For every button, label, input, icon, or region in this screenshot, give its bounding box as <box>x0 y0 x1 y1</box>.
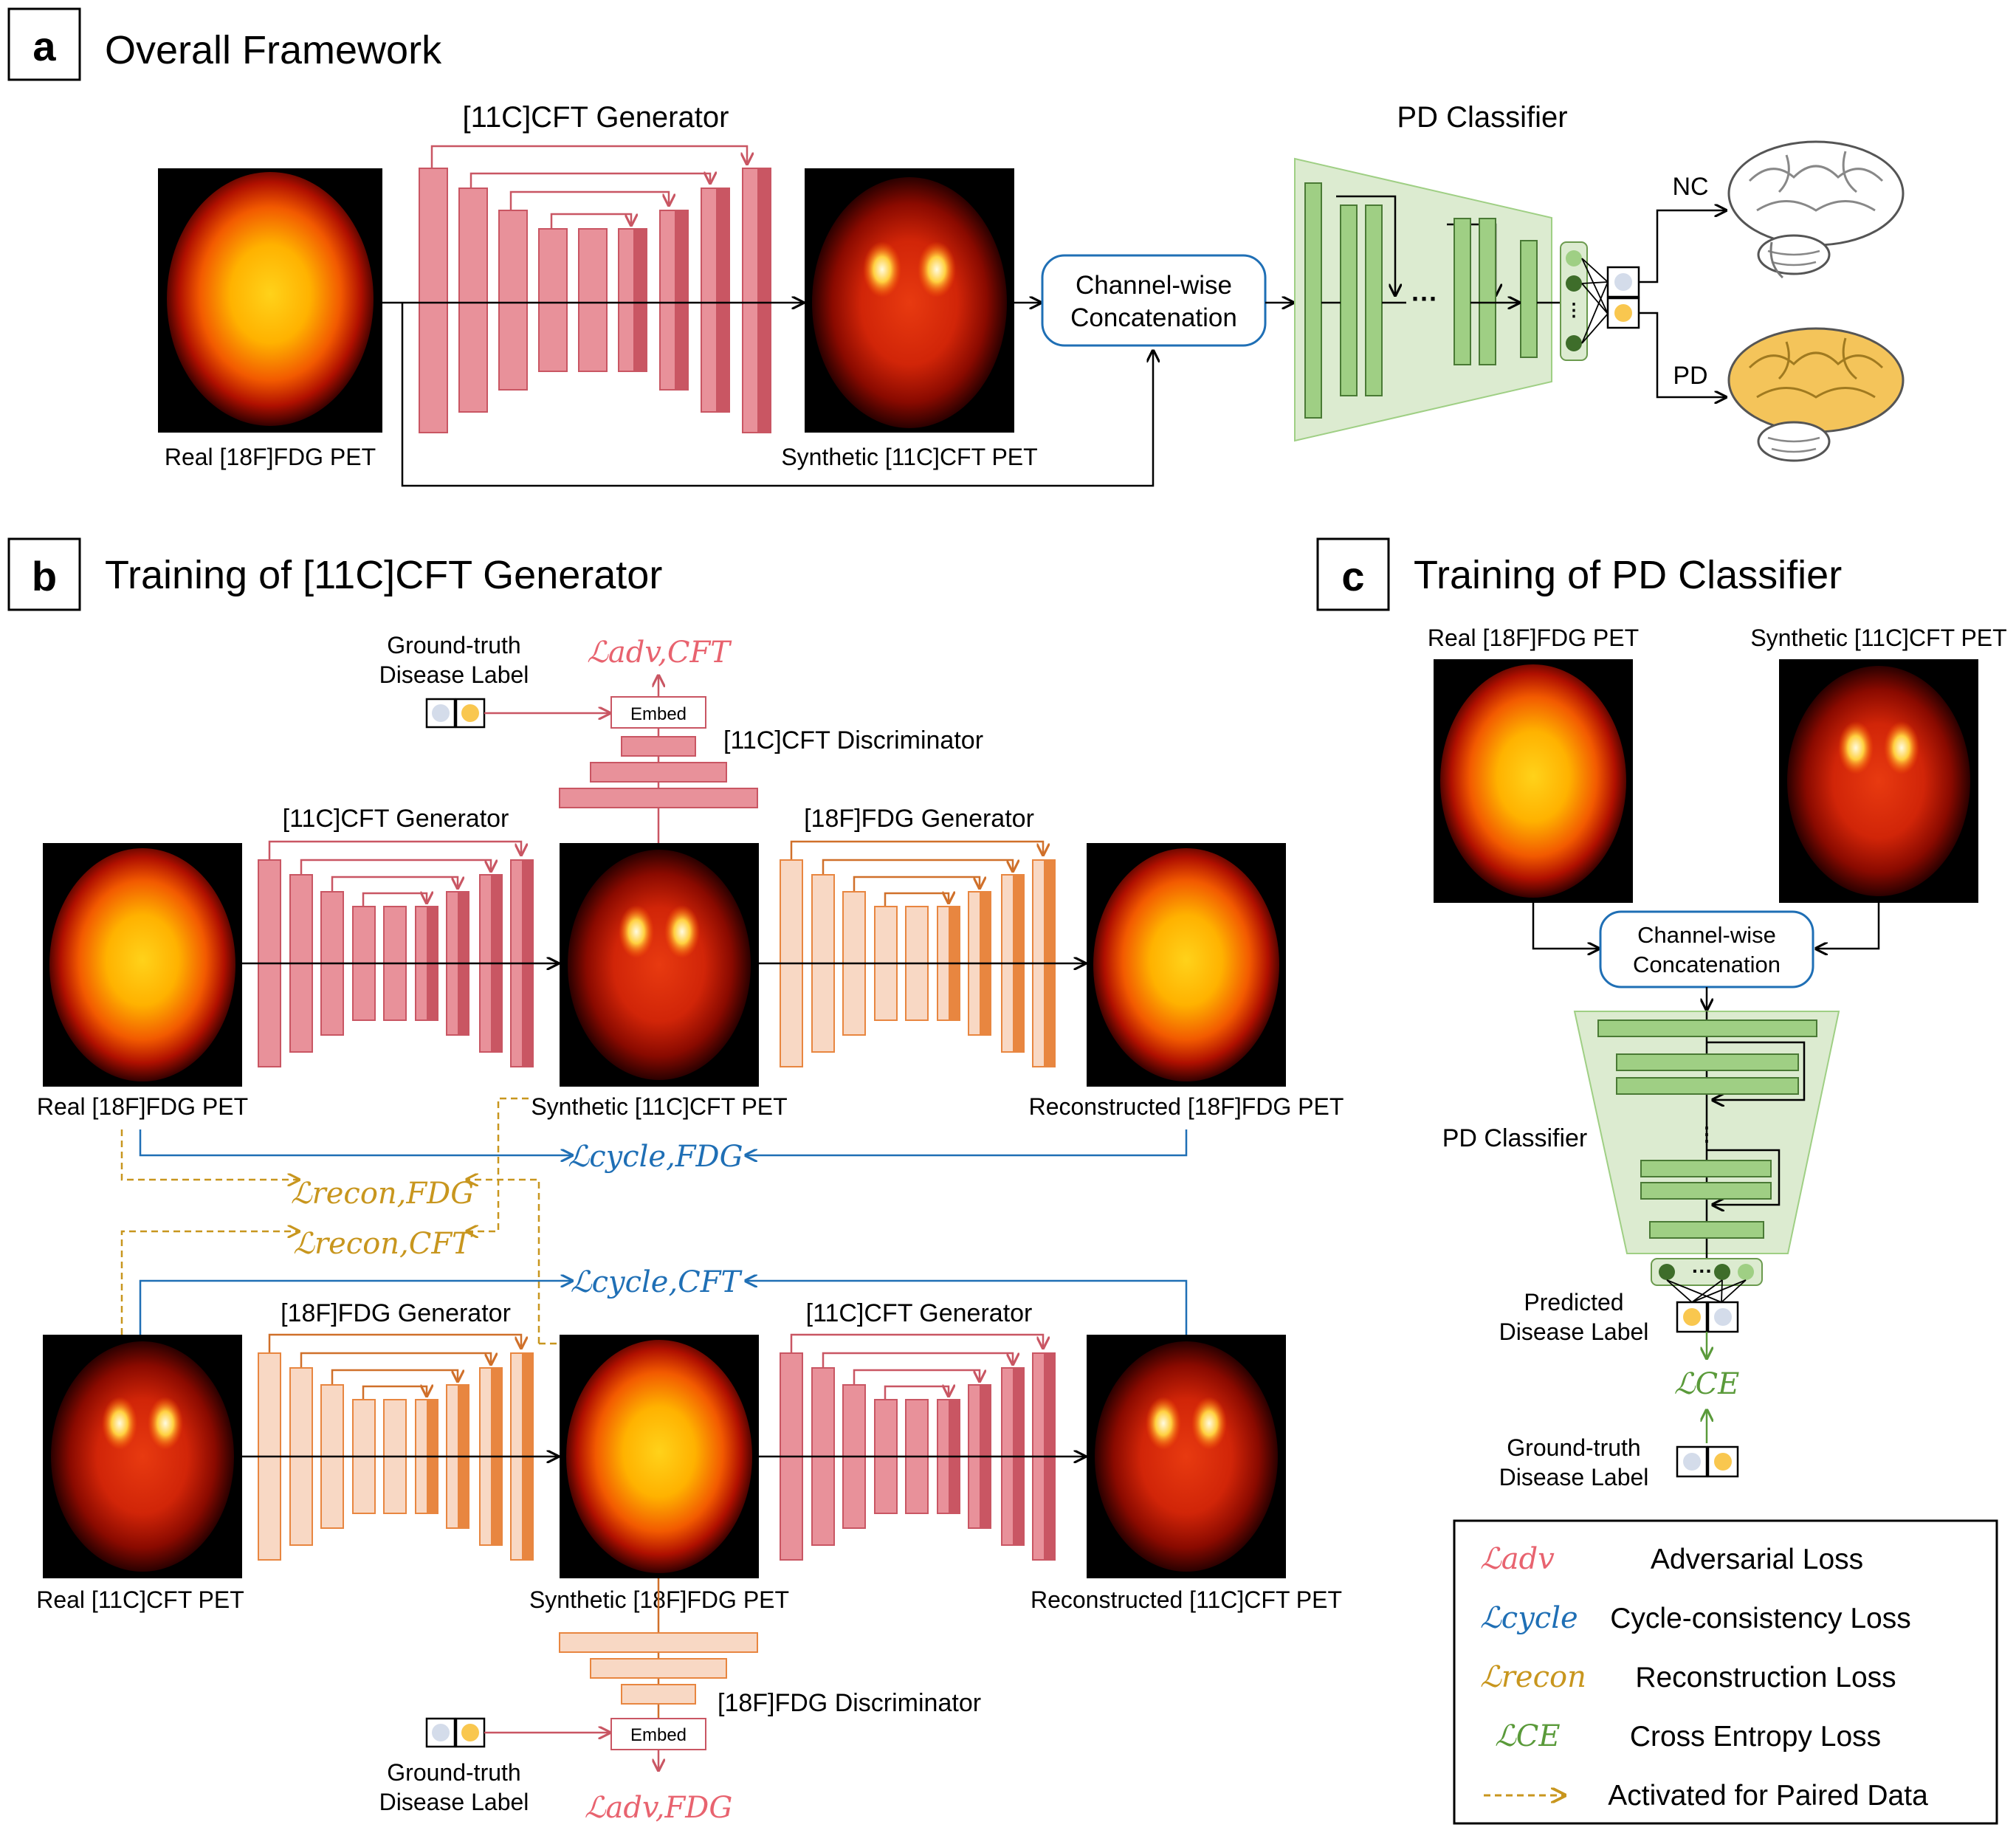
pet-image-synth-fdg-b <box>560 1335 759 1578</box>
legend-item-cycle: ℒcycle Cycle-consistency Loss <box>1480 1601 1911 1635</box>
loss-recon-cft: ℒrecon,CFT <box>293 1227 474 1261</box>
concat-c-line1: Channel-wise <box>1637 922 1776 948</box>
svg-text:Adversarial Loss: Adversarial Loss <box>1651 1544 1863 1575</box>
svg-text:ℒrecon: ℒrecon <box>1480 1660 1586 1694</box>
loss-adv-fdg: ℒadv,FDG <box>585 1791 733 1825</box>
panel-a-tag: a <box>32 23 56 69</box>
generator-fdg-row2 <box>258 1333 534 1561</box>
pet-image-synth-cft-b <box>560 843 759 1087</box>
pet-image-real-fdg-a <box>158 168 382 433</box>
panel-b-title: Training of [11C]CFT Generator <box>105 553 662 597</box>
real-fdg-label-b: Real [18F]FDG PET <box>37 1093 248 1120</box>
svg-text:···: ··· <box>1411 283 1438 314</box>
svg-text:Reconstruction Loss: Reconstruction Loss <box>1635 1662 1896 1693</box>
recon-fdg-label-b: Reconstructed [18F]FDG PET <box>1029 1093 1344 1120</box>
concat-c-line2: Concatenation <box>1633 952 1781 977</box>
classifier-a: ··· ⋮ <box>1294 157 1640 442</box>
pet-image-real-fdg-b <box>43 843 242 1087</box>
fdg-generator-label-1: [18F]FDG Generator <box>804 805 1034 833</box>
panel-b-tag-box <box>7 537 81 611</box>
gt-label-bottom-boxes <box>425 1717 486 1748</box>
svg-text:···: ··· <box>1692 1259 1713 1282</box>
loss-cycle-cft: ℒcycle,CFT <box>571 1265 743 1299</box>
loss-adv-cft: ℒadv,CFT <box>587 636 732 670</box>
svg-text:⋮: ⋮ <box>1697 1123 1716 1145</box>
gt-label-top-boxes <box>425 698 486 729</box>
gt-label-c-boxes <box>1676 1445 1739 1478</box>
svg-text:Activated for Paired Data: Activated for Paired Data <box>1608 1780 1928 1812</box>
embed-box-top <box>610 696 706 729</box>
loss-cycle-fdg: ℒcycle,FDG <box>568 1140 743 1174</box>
panel-c-real-fdg-label: Real [18F]FDG PET <box>1428 625 1639 651</box>
embed-label-top: Embed <box>630 704 687 724</box>
panel-a-generator-label: [11C]CFT Generator <box>463 101 729 134</box>
embed-box-bottom <box>610 1718 706 1750</box>
panel-b-tag: b <box>32 553 57 599</box>
gt-label-c-1: Ground-truth <box>1507 1434 1640 1461</box>
pet-image-synth-cft-c <box>1779 659 1978 903</box>
legend-item-recon: ℒrecon Reconstruction Loss <box>1480 1660 1896 1694</box>
pet-image-real-cft-b <box>43 1335 242 1578</box>
panel-a-classifier-label: PD Classifier <box>1397 101 1567 134</box>
panel-a-synth-label: Synthetic [11C]CFT PET <box>781 444 1037 470</box>
loss-ce: ℒCE <box>1674 1367 1740 1401</box>
pet-image-recon-fdg-b <box>1087 843 1286 1087</box>
panel-a-tag-box <box>7 7 81 81</box>
pet-image-synth-cft-a <box>805 168 1014 433</box>
gt-label-c-2: Disease Label <box>1499 1464 1649 1490</box>
fdg-discriminator-label: [18F]FDG Discriminator <box>718 1689 981 1717</box>
synth-cft-label-b: Synthetic [11C]CFT PET <box>531 1093 787 1120</box>
embed-label-bottom: Embed <box>630 1725 687 1745</box>
nc-label: NC <box>1672 173 1708 201</box>
svg-text:Cycle-consistency Loss: Cycle-consistency Loss <box>1610 1603 1910 1634</box>
legend-box <box>1453 1519 1998 1825</box>
panel-a-title: Overall Framework <box>105 28 442 72</box>
real-cft-label-b: Real [11C]CFT PET <box>36 1586 244 1613</box>
svg-text:ℒadv: ℒadv <box>1480 1542 1555 1576</box>
pd-label: PD <box>1673 362 1707 390</box>
panel-c-synth-cft-label: Synthetic [11C]CFT PET <box>1750 625 2006 651</box>
brain-nc-icon <box>1727 140 1905 279</box>
discriminator-cft <box>559 728 758 843</box>
generator-cft-row2 <box>780 1333 1056 1561</box>
gt-label-top-2: Disease Label <box>379 661 529 688</box>
panel-c-tag: c <box>1341 553 1364 599</box>
fdg-generator-label-2: [18F]FDG Generator <box>281 1299 511 1327</box>
svg-text:Cross Entropy Loss: Cross Entropy Loss <box>1630 1721 1881 1753</box>
gt-label-bottom-2: Disease Label <box>379 1789 529 1815</box>
gt-label-top-1: Ground-truth <box>387 632 520 658</box>
pred-label-1: Predicted <box>1524 1289 1623 1316</box>
panel-c-classifier-label: PD Classifier <box>1442 1124 1587 1152</box>
pet-image-recon-cft-b <box>1087 1335 1286 1578</box>
cft-generator-label-1: [11C]CFT Generator <box>283 805 509 833</box>
panel-c-tag-box <box>1316 537 1390 611</box>
panel-a-input-label: Real [18F]FDG PET <box>165 444 376 470</box>
generator-cft-row1 <box>258 840 534 1067</box>
cft-discriminator-label: [11C]CFT Discriminator <box>723 726 983 754</box>
concat-a-line2: Concatenation <box>1070 303 1237 332</box>
svg-text:ℒcycle: ℒcycle <box>1480 1601 1578 1635</box>
legend-item-paired: Activated for Paired Data <box>1484 1780 1928 1812</box>
cft-generator-label-2: [11C]CFT Generator <box>806 1299 1033 1327</box>
svg-text:⋮: ⋮ <box>1565 300 1583 320</box>
concat-box-a <box>1041 254 1267 347</box>
discriminator-fdg <box>559 1578 758 1719</box>
svg-text:ℒCE: ℒCE <box>1495 1719 1561 1753</box>
classifier-c: ⋮ ··· <box>1573 1011 1840 1333</box>
pet-image-real-fdg-c <box>1434 659 1633 903</box>
generator-a <box>419 145 771 433</box>
pred-label-2: Disease Label <box>1499 1318 1649 1345</box>
concat-a-line1: Channel-wise <box>1076 271 1232 300</box>
legend-item-adv: ℒadv Adversarial Loss <box>1480 1542 1863 1576</box>
loss-recon-fdg: ℒrecon,FDG <box>291 1177 474 1211</box>
brain-pd-icon <box>1727 327 1905 462</box>
panel-c-title: Training of PD Classifier <box>1414 553 1842 597</box>
gt-label-bottom-1: Ground-truth <box>387 1759 520 1786</box>
recon-cft-label-b: Reconstructed [11C]CFT PET <box>1031 1586 1342 1613</box>
legend-item-ce: ℒCE Cross Entropy Loss <box>1495 1719 1881 1753</box>
generator-fdg-row1 <box>780 840 1056 1067</box>
